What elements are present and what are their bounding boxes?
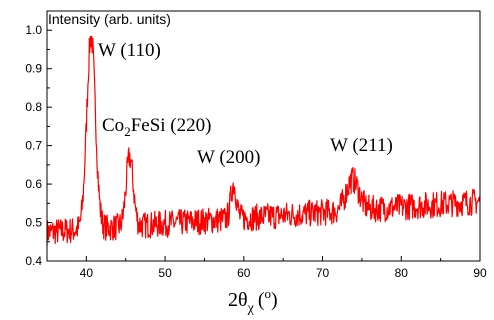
annotation-w-211: W (211) — [330, 135, 393, 156]
annotation-co2fesi-rest: FeSi (220) — [131, 115, 212, 136]
y-tick-label-0.8: 0.8 — [25, 100, 42, 114]
x-tick-label-70: 70 — [316, 266, 330, 280]
x-axis-label-superscript: o — [264, 286, 271, 301]
x-axis-label: 2θχ (o) — [228, 286, 278, 316]
annotation-co2fesi-220: Co2FeSi (220) — [102, 115, 211, 139]
xrd-pattern-line — [46, 35, 481, 246]
annotation-w-200: W (200) — [197, 147, 261, 168]
y-tick-label-0.4: 0.4 — [25, 254, 42, 268]
annotation-co2fesi-co: Co — [102, 115, 124, 136]
x-tick-label-60: 60 — [237, 266, 251, 280]
y-tick-label-1.0: 1.0 — [25, 23, 42, 37]
y-tick-label-0.6: 0.6 — [25, 177, 42, 191]
x-tick-label-50: 50 — [158, 266, 172, 280]
x-axis-label-close: ) — [271, 289, 278, 311]
x-axis-label-subscript: χ — [247, 301, 255, 316]
annotation-w-110: W (110) — [98, 40, 161, 61]
x-tick-label-80: 80 — [395, 266, 409, 280]
x-tick-label-40: 40 — [80, 266, 94, 280]
y-axis-label: Intensity (arb. units) — [48, 11, 171, 27]
plot-frame — [46, 10, 481, 262]
x-axis-label-open: ( — [258, 289, 265, 311]
annotation-co2fesi-subscript: 2 — [124, 124, 131, 139]
x-axis-label-main: 2θ — [228, 289, 248, 311]
axes: 40 50 60 70 80 90 0.4 0.5 0.6 0.7 0.8 0.9 1.0 — [25, 10, 487, 280]
y-tick-label-0.9: 0.9 — [25, 62, 42, 76]
plot-area — [46, 35, 481, 246]
y-tick-label-0.7: 0.7 — [25, 139, 42, 153]
x-tick-label-90: 90 — [473, 266, 487, 280]
y-tick-label-0.5: 0.5 — [25, 216, 42, 230]
